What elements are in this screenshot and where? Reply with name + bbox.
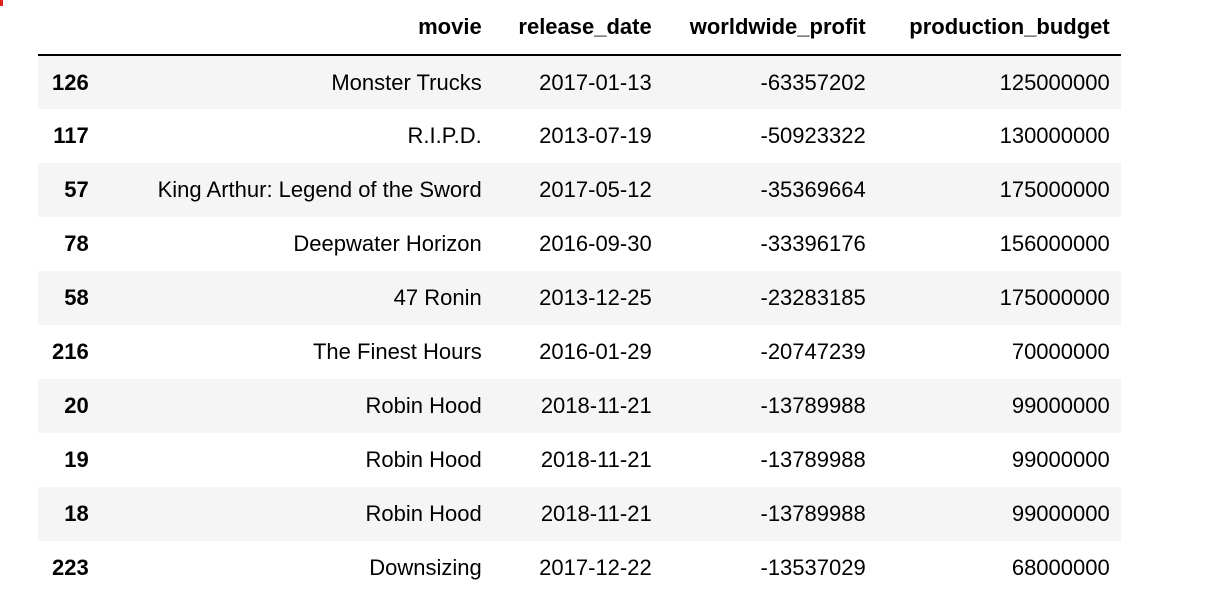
- cell-worldwide-profit: -63357202: [760, 69, 866, 95]
- table-header: movie release_date worldwide_profit prod…: [38, 0, 1121, 56]
- row-index: 223: [52, 555, 89, 580]
- cell-movie: Deepwater Horizon: [293, 231, 482, 256]
- table-row: 20 Robin Hood 2018-11-21 -13789988 99000…: [38, 379, 1121, 433]
- index-column-header: [38, 0, 115, 56]
- column-header-production-budget: production_budget: [876, 0, 1121, 56]
- row-index: 78: [64, 231, 89, 256]
- row-index: 20: [64, 393, 89, 418]
- cell-release-date: 2017-05-12: [539, 177, 652, 202]
- cell-production-budget: 99000000: [1011, 501, 1110, 526]
- cell-worldwide-profit: -35369664: [760, 177, 866, 202]
- column-header-release-date: release_date: [492, 0, 663, 56]
- table-row: 216 The Finest Hours 2016-01-29 -2074723…: [38, 325, 1121, 379]
- cell-production-budget: 99000000: [1011, 447, 1110, 472]
- row-index: 216: [52, 339, 89, 364]
- table-row: 223 Downsizing 2017-12-22 -13537029 6800…: [38, 541, 1121, 595]
- cell-movie: The Finest Hours: [312, 339, 482, 364]
- cell-movie: Robin Hood: [365, 393, 482, 418]
- row-index: 117: [53, 123, 89, 148]
- table-row: 78 Deepwater Horizon 2016-09-30 -3339617…: [38, 217, 1121, 271]
- table-row: 19 Robin Hood 2018-11-21 -13789988 99000…: [38, 433, 1121, 487]
- cell-production-budget: 175000000: [999, 285, 1110, 310]
- cell-worldwide-profit: -33396176: [760, 231, 866, 256]
- cell-worldwide-profit: -13537029: [760, 555, 866, 580]
- cell-release-date: 2018-11-21: [540, 393, 652, 418]
- cell-movie: R.I.P.D.: [407, 123, 482, 148]
- cell-worldwide-profit: -20747239: [760, 339, 866, 364]
- row-index: 126: [52, 69, 89, 95]
- cell-production-budget: 68000000: [1011, 555, 1110, 580]
- cell-movie: Robin Hood: [365, 447, 482, 472]
- table-row: 117 R.I.P.D. 2013-07-19 -50923322 130000…: [38, 109, 1121, 163]
- cell-production-budget: 130000000: [999, 123, 1110, 148]
- cell-release-date: 2016-01-29: [539, 339, 652, 364]
- row-index: 18: [64, 501, 89, 526]
- cell-release-date: 2013-07-19: [539, 123, 652, 148]
- cell-worldwide-profit: -13789988: [760, 393, 866, 418]
- cell-release-date: 2017-12-22: [539, 555, 652, 580]
- table-row: 18 Robin Hood 2018-11-21 -13789988 99000…: [38, 487, 1121, 541]
- cell-release-date: 2016-09-30: [539, 231, 652, 256]
- cell-marker: [0, 0, 3, 6]
- row-index: 57: [64, 177, 89, 202]
- column-header-worldwide-profit: worldwide_profit: [662, 0, 877, 56]
- cell-production-budget: 156000000: [999, 231, 1110, 256]
- cell-production-budget: 70000000: [1011, 339, 1110, 364]
- cell-release-date: 2018-11-21: [540, 447, 652, 472]
- table-body: 126 Monster Trucks 2017-01-13 -63357202 …: [38, 55, 1121, 595]
- cell-production-budget: 175000000: [999, 177, 1110, 202]
- cell-movie: King Arthur: Legend of the Sword: [157, 177, 482, 202]
- cell-movie: Downsizing: [369, 555, 482, 580]
- column-header-movie: movie: [114, 0, 493, 56]
- cell-worldwide-profit: -50923322: [760, 123, 866, 148]
- cell-production-budget: 99000000: [1011, 393, 1110, 418]
- cell-movie: Monster Trucks: [331, 69, 482, 95]
- cell-worldwide-profit: -13789988: [760, 447, 866, 472]
- cell-worldwide-profit: -13789988: [760, 501, 866, 526]
- cell-movie: Robin Hood: [365, 501, 482, 526]
- header-row: movie release_date worldwide_profit prod…: [38, 0, 1121, 56]
- cell-movie: 47 Ronin: [393, 285, 482, 310]
- table-row: 57 King Arthur: Legend of the Sword 2017…: [38, 163, 1121, 217]
- dataframe-table: movie release_date worldwide_profit prod…: [38, 0, 1121, 595]
- table-row: 126 Monster Trucks 2017-01-13 -63357202 …: [38, 55, 1121, 109]
- table-row: 58 47 Ronin 2013-12-25 -23283185 1750000…: [38, 271, 1121, 325]
- cell-worldwide-profit: -23283185: [760, 285, 866, 310]
- cell-release-date: 2013-12-25: [539, 285, 652, 310]
- row-index: 58: [64, 285, 89, 310]
- cell-release-date: 2017-01-13: [539, 69, 652, 95]
- row-index: 19: [64, 447, 89, 472]
- cell-release-date: 2018-11-21: [540, 501, 652, 526]
- cell-production-budget: 125000000: [999, 69, 1110, 95]
